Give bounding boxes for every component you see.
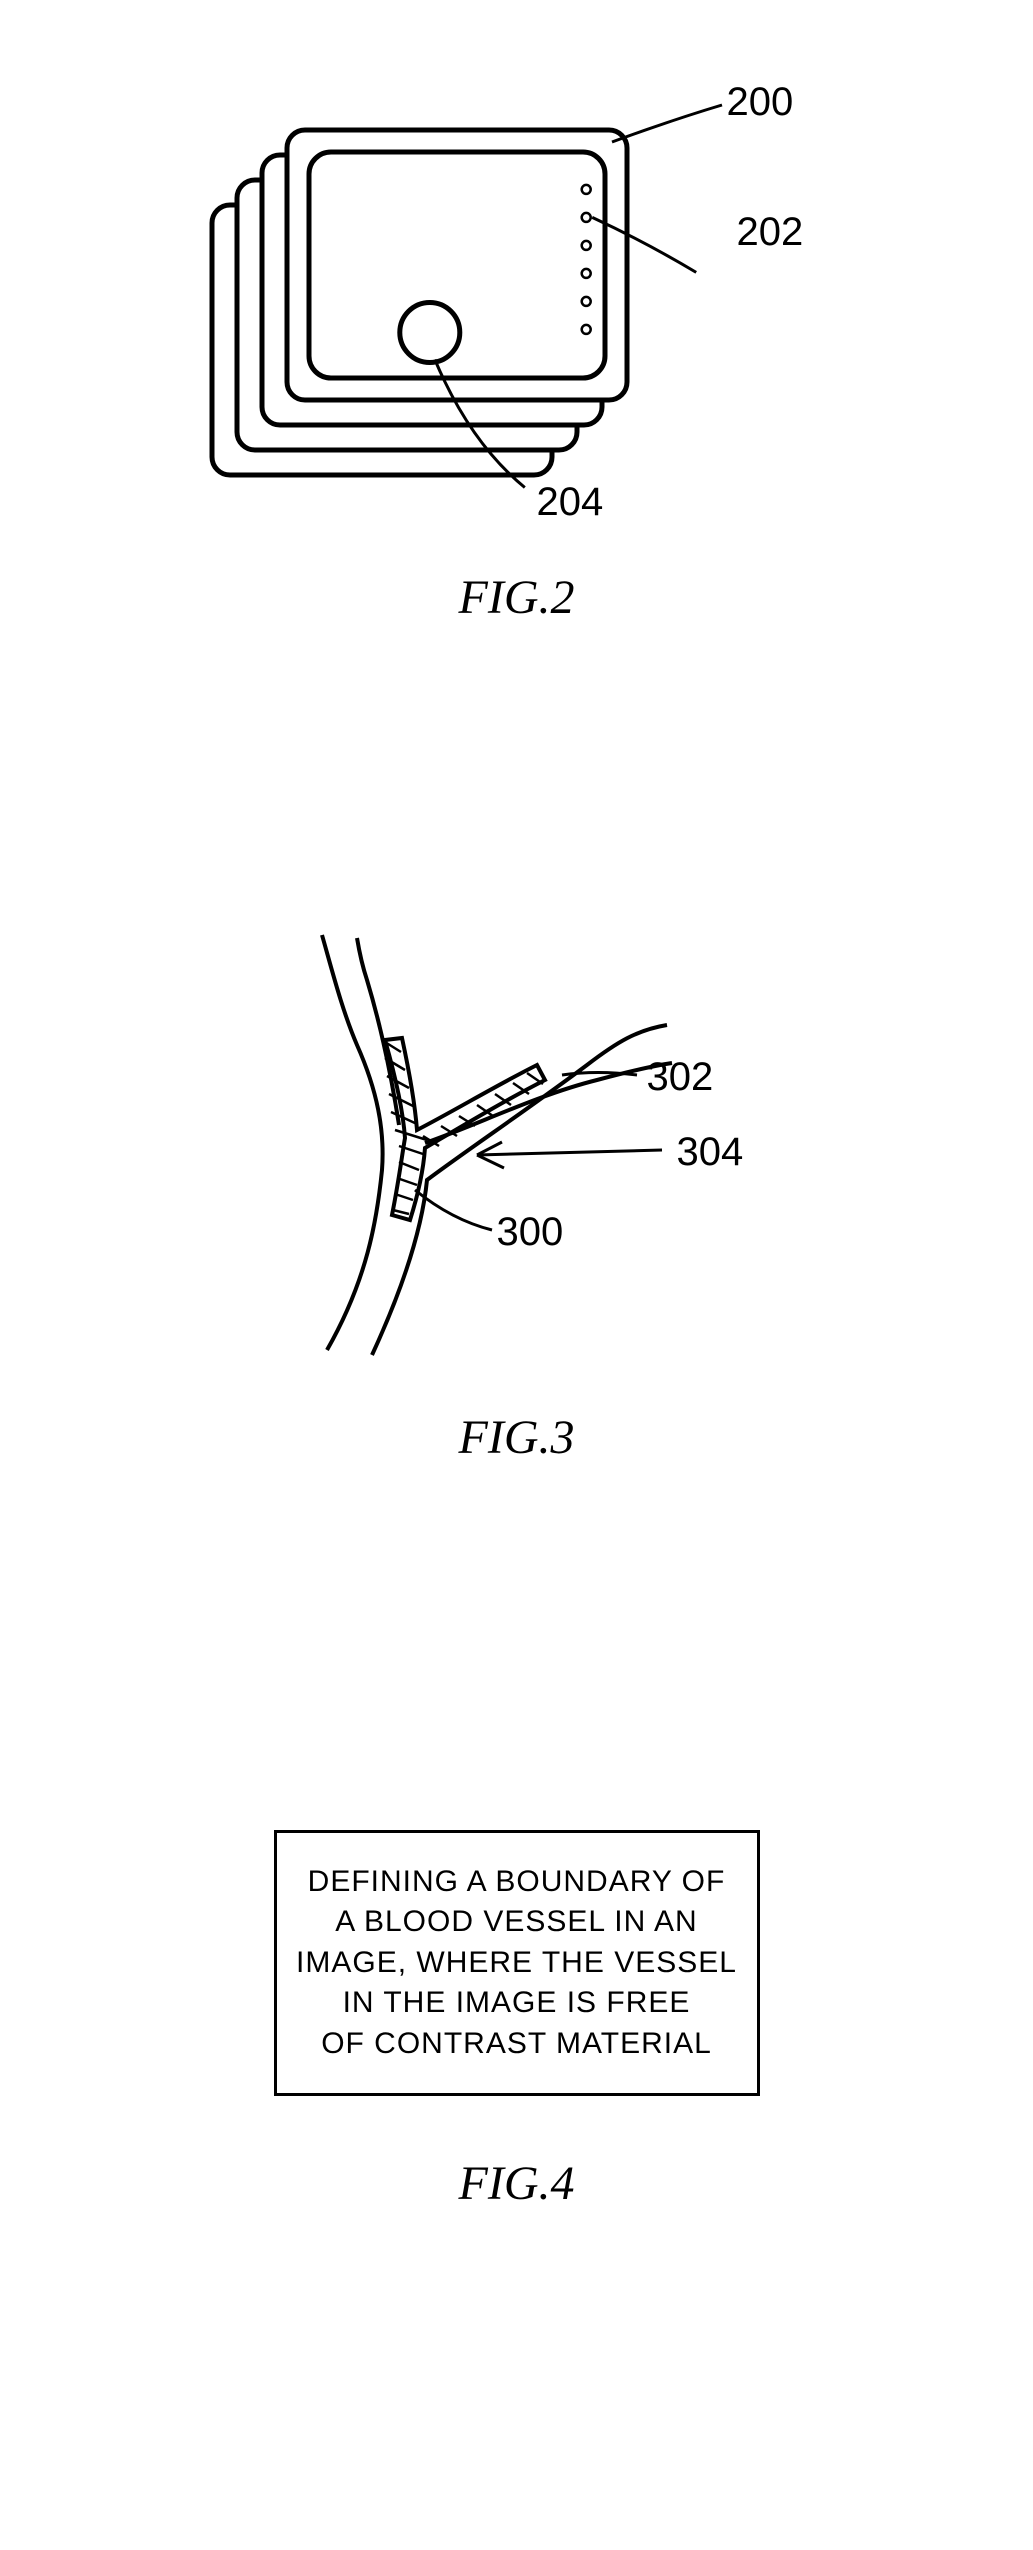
figure-4: DEFINING A BOUNDARY OFA BLOOD VESSEL IN …	[167, 1830, 867, 2211]
fig2-label: FIG.2	[167, 570, 867, 625]
fig2-drawing	[167, 80, 867, 540]
fig4-label: FIG.4	[167, 2156, 867, 2211]
fig2-callout-circle: 204	[537, 480, 604, 525]
fig3-callout-branch: 302	[647, 1055, 714, 1100]
figure-2: 200 202 204 FIG.2	[167, 80, 867, 625]
fig3-callout-arrow: 304	[677, 1130, 744, 1175]
fig3-callout-inner: 300	[497, 1210, 564, 1255]
fig3-drawing	[167, 880, 867, 1400]
fig3-label: FIG.3	[167, 1410, 867, 1465]
fig2-callout-dots: 202	[737, 210, 804, 255]
fig2-callout-stack: 200	[727, 80, 794, 125]
fig4-text: DEFINING A BOUNDARY OFA BLOOD VESSEL IN …	[296, 1862, 737, 2065]
figure-3: 302 304 300 FIG.3	[167, 880, 867, 1465]
fig4-box: DEFINING A BOUNDARY OFA BLOOD VESSEL IN …	[274, 1830, 760, 2096]
page: 200 202 204 FIG.2 302 304 300 FIG.3 DEFI…	[0, 0, 1033, 2550]
